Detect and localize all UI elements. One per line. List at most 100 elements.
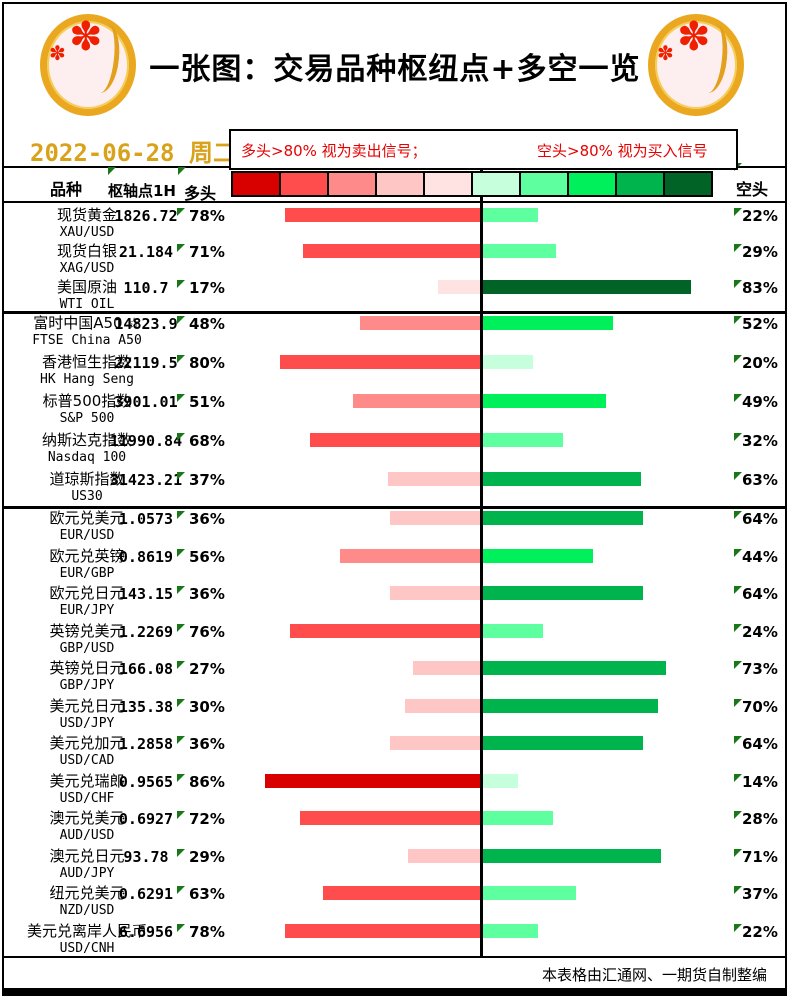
signal-legend: 多头>80% 视为卖出信号； 空头>80% 视为买入信号 — [229, 129, 738, 170]
legend-short-rule: 空头>80% 视为买入信号 — [537, 142, 708, 160]
instrument-code: EUR/JPY — [59, 603, 115, 618]
instrument-name: 欧元兑英镑 — [49, 546, 125, 565]
column-header-pivot: 枢轴点1H — [108, 182, 176, 200]
pivot-value: 11990.84 — [109, 432, 183, 450]
long-percent: 72% — [189, 810, 225, 828]
pivot-value: 166.08 — [118, 660, 174, 678]
table-row: 美元兑加元 USD/CAD 1.2858 36% 64% — [0, 733, 789, 771]
corner-flag-icon — [734, 811, 742, 819]
short-bar — [483, 886, 576, 900]
short-bar — [483, 811, 553, 825]
flower-icon: ✽ — [657, 41, 674, 65]
long-bar — [290, 623, 480, 638]
long-bar — [302, 244, 480, 258]
corner-flag-icon — [734, 736, 742, 744]
corner-flag-icon — [177, 208, 185, 216]
corner-flag-icon — [177, 280, 185, 288]
long-bar — [300, 811, 480, 825]
short-bar — [483, 355, 533, 369]
table-row: 美元兑瑞郎 USD/CHF 0.9565 86% 14% — [0, 771, 789, 809]
short-bar — [483, 244, 556, 258]
instrument-cell: 英镑兑日元 GBP/JPY — [6, 659, 168, 695]
instrument-code: EUR/USD — [59, 528, 115, 543]
short-bar — [483, 472, 641, 486]
table-row: 美元兑离岸人民币 USD/CNH 6.6956 78% 22% — [0, 921, 789, 959]
instrument-code: US30 — [71, 489, 103, 504]
corner-flag-icon — [108, 167, 116, 175]
long-bar — [280, 355, 480, 369]
short-percent: 70% — [742, 697, 778, 716]
instrument-cell: 美元兑加元 USD/CAD — [6, 734, 168, 770]
color-scale — [231, 171, 713, 197]
short-bar — [483, 661, 666, 675]
corner-flag-icon — [734, 316, 742, 324]
instrument-code: NZD/USD — [59, 903, 115, 918]
pivot-value: 6.6956 — [118, 922, 174, 941]
instrument-code: XAU/USD — [59, 225, 115, 240]
long-percent: 68% — [189, 432, 225, 450]
long-bar — [437, 280, 480, 294]
instrument-name: 美元兑瑞郎 — [49, 771, 125, 790]
corner-flag-icon — [734, 244, 742, 252]
corner-flag-icon — [177, 698, 185, 707]
date-label: 2022-06-28 周二 — [30, 139, 237, 167]
long-percent: 37% — [189, 471, 225, 489]
pivot-value: 1.2269 — [118, 622, 174, 641]
long-percent: 78% — [189, 207, 225, 225]
instrument-name: 标普500指数 — [42, 392, 132, 410]
column-header-short: 空头 — [736, 180, 769, 199]
instrument-name: 美元兑离岸人民币 — [26, 921, 147, 940]
corner-flag-icon — [734, 586, 742, 594]
instrument-cell: 欧元兑日元 EUR/JPY — [6, 584, 168, 620]
long-bar — [390, 511, 480, 525]
pivot-value: 110.7 — [123, 279, 169, 297]
short-percent: 64% — [742, 510, 778, 528]
long-percent: 78% — [189, 922, 225, 941]
table-row: 欧元兑日元 EUR/JPY 143.15 36% 64% — [0, 583, 789, 621]
instrument-code: HK Hang Seng — [40, 372, 134, 387]
instrument-name: 纽元兑美元 — [49, 884, 125, 902]
table-row: 欧元兑英镑 EUR/GBP 0.8619 56% 44% — [0, 546, 789, 584]
instrument-cell: 欧元兑美元 EUR/USD — [6, 509, 168, 545]
short-percent: 63% — [742, 471, 778, 489]
scale-cell — [615, 171, 665, 197]
table-row: 纳斯达克指数 Nasdaq 100 11990.84 68% 32% — [0, 430, 789, 469]
instrument-code: GBP/JPY — [59, 678, 115, 693]
pivot-value: 1.2858 — [118, 735, 174, 753]
pivot-value: 21.184 — [118, 243, 174, 261]
corner-flag-icon — [734, 773, 742, 782]
pivot-value: 143.15 — [118, 585, 174, 603]
short-bar — [483, 548, 593, 563]
corner-flag-icon — [177, 848, 185, 857]
table-row: 纽元兑美元 NZD/USD 0.6291 63% 37% — [0, 883, 789, 921]
instrument-cell: 香港恒生指数 HK Hang Seng — [6, 353, 168, 389]
instrument-name: 香港恒生指数 — [41, 353, 132, 371]
flower-icon: ✽ — [49, 41, 66, 65]
instrument-name: 欧元兑日元 — [49, 584, 125, 602]
corner-flag-icon — [177, 811, 185, 819]
short-bar — [483, 433, 563, 447]
short-percent: 32% — [742, 432, 778, 450]
instrument-name: 纳斯达克指数 — [41, 431, 132, 449]
pivot-value: 31423.21 — [109, 471, 183, 489]
instrument-name: 欧元兑美元 — [49, 509, 125, 527]
corner-flag-icon — [177, 433, 185, 441]
instrument-code: GBP/USD — [59, 640, 115, 656]
pivot-value: 93.78 — [123, 847, 169, 866]
scale-cell — [663, 171, 713, 197]
instrument-name: 澳元兑美元 — [49, 809, 125, 827]
short-percent: 29% — [742, 243, 778, 261]
long-percent: 30% — [189, 697, 225, 716]
corner-flag-icon — [734, 848, 742, 857]
short-bar — [483, 394, 606, 408]
short-bar — [483, 623, 543, 638]
pivot-value: 3901.01 — [114, 393, 178, 411]
instrument-code: USD/CNH — [59, 940, 115, 956]
long-percent: 63% — [189, 885, 225, 903]
long-bar — [285, 923, 480, 938]
plum-blossom-medallion-icon: ✽ ✽ — [40, 14, 136, 116]
corner-flag-icon — [177, 886, 185, 894]
short-bar — [483, 736, 643, 750]
instrument-name: 英镑兑美元 — [49, 621, 125, 640]
table-row: 欧元兑美元 EUR/USD 1.0573 36% 64% — [0, 508, 789, 546]
